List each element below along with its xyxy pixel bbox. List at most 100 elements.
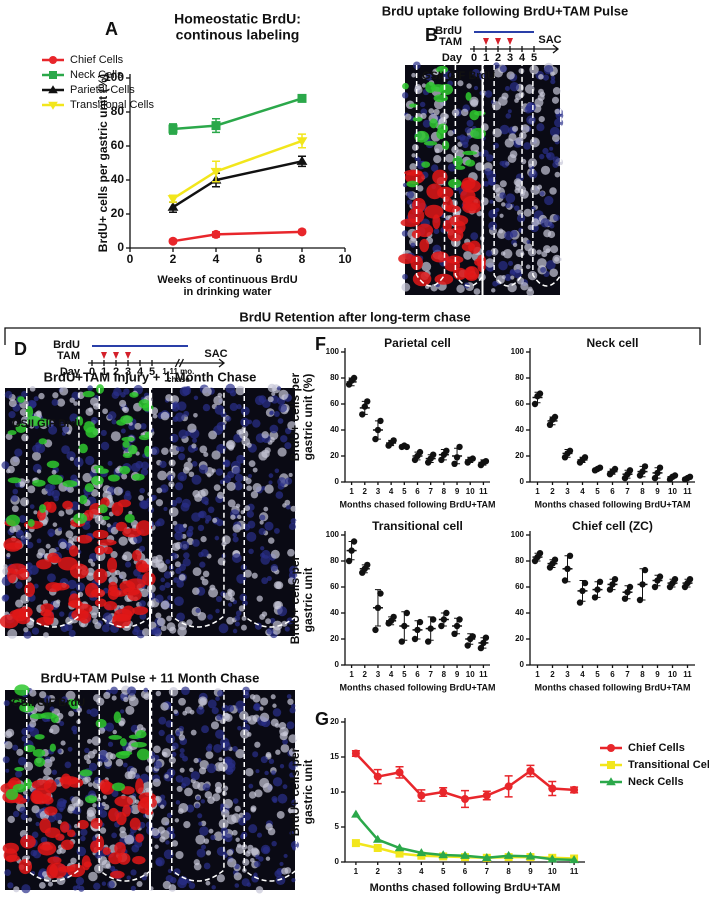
nucleus [266, 575, 272, 582]
legend-marker [607, 761, 615, 769]
nucleus [540, 218, 550, 228]
nucleus [402, 92, 409, 99]
x-tick-label: 8 [299, 252, 306, 266]
gif-stain [67, 778, 84, 788]
nucleus [73, 457, 84, 468]
nucleus [526, 115, 536, 125]
y-tick-label: 40 [330, 425, 339, 434]
nucleus [4, 741, 13, 750]
tam-injection [125, 352, 131, 359]
nucleus [87, 738, 93, 744]
gsii-stain [78, 495, 88, 505]
nucleus [51, 398, 59, 406]
nucleus [277, 793, 288, 804]
nucleus [210, 721, 220, 730]
nucleus [7, 628, 18, 639]
gland-outline [26, 388, 80, 628]
gsii-stain [49, 743, 56, 752]
nucleus [160, 577, 166, 583]
nucleus [164, 774, 169, 779]
nucleus [21, 433, 29, 442]
nucleus [192, 781, 201, 790]
nucleus [514, 188, 520, 194]
nucleus [202, 570, 210, 578]
nucleus [290, 518, 297, 525]
y-tick-label: 80 [515, 556, 524, 565]
nucleus [177, 878, 187, 889]
x-tick-label: 11 [683, 487, 692, 496]
tam-injection [495, 38, 501, 45]
nucleus [406, 199, 413, 205]
nucleus [105, 752, 114, 760]
gsii-stain [128, 734, 141, 740]
nucleus [110, 551, 118, 559]
nucleus [549, 187, 557, 195]
nucleus [36, 538, 42, 544]
gsii-stain [97, 504, 108, 514]
gif-stain [117, 499, 132, 508]
nucleus [254, 789, 263, 798]
nucleus [279, 764, 285, 769]
nucleus [194, 803, 200, 809]
nucleus [100, 429, 107, 437]
gif-stain [99, 779, 111, 793]
nucleus [64, 622, 73, 631]
nucleus [207, 614, 213, 620]
nucleus [65, 530, 74, 539]
nucleus [287, 421, 297, 431]
nucleus [432, 244, 442, 254]
gif-stain [46, 863, 59, 879]
gif-stain [92, 529, 109, 539]
gsii-stain [129, 392, 139, 398]
nucleus [122, 406, 129, 414]
bracket [4, 327, 701, 345]
x-tick-label: 3 [565, 670, 570, 679]
nucleus [447, 130, 454, 137]
nucleus [197, 511, 205, 518]
nucleus [288, 522, 297, 531]
nucleus [549, 126, 560, 137]
timeline-label: Day [442, 52, 463, 64]
chase-label: chase [167, 375, 190, 384]
gif-stain [83, 861, 92, 868]
x-tick-label: 10 [466, 487, 475, 496]
nucleus [181, 686, 190, 696]
nucleus [232, 628, 238, 634]
y-tick-label: 40 [515, 425, 524, 434]
gif-stain [24, 582, 36, 597]
legend-marker [606, 777, 616, 786]
nucleus [204, 500, 209, 506]
nucleus [536, 249, 542, 255]
x-tick-label: 6 [610, 670, 615, 679]
nucleus [466, 119, 474, 127]
nucleus [488, 209, 498, 219]
nucleus [161, 817, 170, 826]
nucleus [29, 504, 35, 509]
nucleus [247, 520, 256, 529]
x-tick-label: 9 [455, 670, 460, 679]
nucleus [156, 487, 163, 494]
x-tick-label: 11 [570, 867, 579, 876]
nucleus [211, 707, 219, 715]
nucleus [433, 108, 440, 116]
gif-stain [119, 580, 136, 593]
nucleus [2, 756, 10, 764]
nucleus [256, 595, 263, 602]
image-caption: BrdU+TAM Injury + 1 Month Chase [44, 369, 257, 384]
nucleus [276, 810, 285, 819]
nucleus [75, 582, 85, 592]
gif-stain [110, 870, 125, 879]
nucleus [175, 775, 184, 783]
gif-stain [131, 550, 142, 562]
nucleus [240, 624, 247, 631]
stain-legend: GIF [37, 697, 56, 709]
nucleus [111, 391, 120, 399]
gland-outline [171, 690, 225, 882]
nucleus [130, 885, 136, 891]
nucleus [538, 73, 544, 80]
y-tick-label: 80 [111, 104, 125, 118]
gsii-stain [91, 475, 104, 486]
nucleus [174, 523, 184, 534]
nucleus [155, 859, 163, 866]
nucleus [174, 531, 184, 541]
